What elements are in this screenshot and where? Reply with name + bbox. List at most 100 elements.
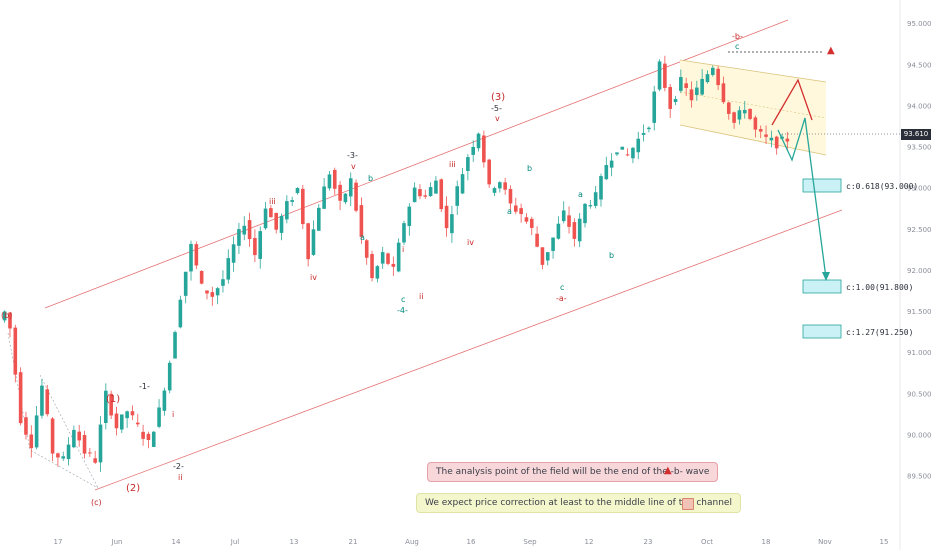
candle-up bbox=[258, 231, 263, 259]
wave-label-minor-b: -b- bbox=[732, 32, 743, 41]
candle-down bbox=[513, 205, 518, 212]
wave-label-i-1: i bbox=[172, 410, 174, 419]
candles bbox=[2, 55, 900, 472]
candle-up bbox=[679, 77, 683, 91]
candle-up bbox=[636, 138, 641, 153]
flag-middle-line bbox=[679, 91, 827, 119]
candle-down bbox=[508, 188, 513, 204]
candle-down bbox=[753, 117, 758, 130]
candle-down bbox=[726, 102, 731, 114]
candle-up bbox=[183, 271, 188, 296]
note-price-correction[interactable]: We expect price correction at least to t… bbox=[416, 493, 741, 513]
projection-arrow-head bbox=[822, 272, 830, 281]
x-tick-label: 12 bbox=[585, 538, 594, 546]
wave-label-v-2: v bbox=[495, 114, 500, 123]
wave-label-a-1: a bbox=[360, 233, 365, 242]
wave-label-minor-2: -2- bbox=[173, 462, 184, 471]
candle-up bbox=[498, 182, 502, 189]
wave-label-iv-2: iv bbox=[467, 238, 474, 247]
candle-up bbox=[66, 444, 71, 460]
target-label-0618: c:0.618(93.000) bbox=[846, 182, 918, 191]
target-zone-100[interactable] bbox=[802, 279, 842, 294]
candle-down bbox=[503, 182, 507, 190]
candle-down bbox=[444, 205, 449, 229]
candle-down bbox=[29, 434, 34, 449]
wave-label-iii-2: iii bbox=[449, 160, 456, 169]
candle-down bbox=[364, 240, 369, 258]
wave-label-2-paren: (2) bbox=[126, 483, 140, 494]
note-analysis-point[interactable]: The analysis point of the field will be … bbox=[427, 462, 719, 482]
calendar-icon bbox=[682, 498, 694, 510]
candle-down bbox=[114, 413, 119, 429]
candle-down bbox=[141, 431, 145, 439]
candle-up bbox=[450, 214, 454, 234]
candle-down bbox=[663, 63, 667, 88]
x-tick-label: Oct bbox=[701, 538, 713, 546]
candle-up bbox=[125, 411, 129, 419]
candle-down bbox=[391, 263, 396, 267]
target-zone-0618[interactable] bbox=[802, 178, 842, 193]
candle-down bbox=[8, 312, 12, 329]
x-tick-label: 17 bbox=[54, 538, 63, 546]
warning-icon: ▲ bbox=[664, 465, 672, 476]
y-tick-label: 91.000 bbox=[907, 349, 932, 357]
candle-down bbox=[386, 253, 390, 264]
candle-down bbox=[269, 208, 273, 218]
candle-up bbox=[631, 147, 635, 159]
candle-up bbox=[466, 157, 470, 171]
candle-down bbox=[370, 254, 374, 279]
candle-up bbox=[343, 193, 348, 203]
candle-up bbox=[279, 215, 284, 233]
candle-down bbox=[56, 453, 60, 458]
candle-up bbox=[588, 205, 593, 207]
candle-up bbox=[599, 176, 603, 200]
candle-down bbox=[716, 68, 720, 86]
candle-up bbox=[551, 237, 555, 251]
candle-up bbox=[673, 99, 678, 103]
candle-up bbox=[61, 456, 66, 459]
x-tick-label: 16 bbox=[467, 538, 476, 546]
wave-label-b-paren: (b) bbox=[1, 311, 12, 320]
candle-up bbox=[189, 243, 193, 272]
candle-up bbox=[157, 407, 161, 427]
candle-down bbox=[13, 327, 18, 375]
candle-up bbox=[471, 146, 476, 155]
wave-label-minor-4: -4- bbox=[397, 306, 408, 315]
candle-down bbox=[764, 134, 768, 137]
candle-up bbox=[412, 187, 417, 203]
x-tick-label: Jul bbox=[230, 538, 240, 546]
flag-lower-line bbox=[679, 124, 827, 156]
candle-down bbox=[535, 233, 539, 247]
wave-label-iii-1: iii bbox=[269, 197, 276, 206]
y-tick-label: 94.500 bbox=[907, 61, 932, 69]
candle-down bbox=[306, 223, 310, 260]
wave-label-3-paren: (3) bbox=[491, 92, 505, 103]
wave-label-b-1: b bbox=[368, 174, 373, 183]
candle-down bbox=[135, 422, 140, 425]
candle-up bbox=[242, 225, 247, 235]
wave-label-c-3: c bbox=[735, 42, 739, 51]
candle-down bbox=[748, 108, 752, 119]
candle-down bbox=[18, 372, 23, 424]
candle-up bbox=[492, 188, 497, 193]
candle-down bbox=[785, 138, 790, 142]
candle-up bbox=[604, 165, 609, 180]
wave-label-minor-5: -5- bbox=[491, 104, 502, 113]
candle-up bbox=[237, 229, 241, 246]
candle-down bbox=[301, 188, 305, 225]
channel-lower-line[interactable] bbox=[94, 209, 843, 491]
candle-up bbox=[295, 188, 300, 194]
candle-down bbox=[109, 393, 113, 416]
candle-down bbox=[88, 452, 92, 454]
x-tick-label: 23 bbox=[644, 538, 653, 546]
time-axis: 17 Jun 14 Jul 13 21 Aug 16 Sep 12 23 Oct 18 Nov 15 bbox=[54, 538, 889, 546]
candle-up bbox=[231, 244, 236, 263]
candle-up bbox=[221, 279, 225, 286]
target-zone-127[interactable] bbox=[802, 324, 842, 339]
candle-up bbox=[119, 414, 124, 430]
candle-down bbox=[24, 417, 28, 435]
flag-upper-line bbox=[679, 59, 827, 83]
wave-label-b-3: b bbox=[609, 251, 614, 260]
candle-up bbox=[615, 152, 619, 155]
